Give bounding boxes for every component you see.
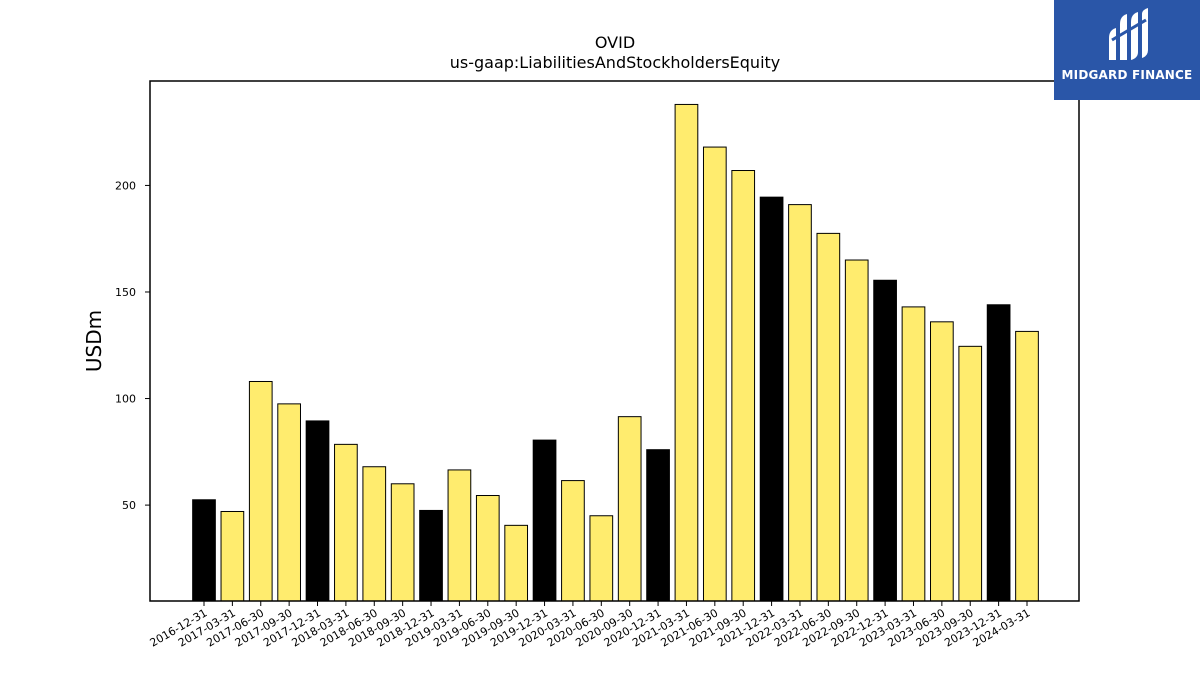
chart-subtitle: us-gaap:LiabilitiesAndStockholdersEquity	[450, 53, 781, 72]
bar-2019-06-30	[475, 495, 500, 602]
bars-group	[192, 103, 1039, 602]
bar-2022-06-30	[816, 232, 841, 602]
bar-2020-12-31	[646, 449, 670, 602]
bar-2023-12-31	[986, 304, 1011, 602]
bar-2017-12-31	[305, 420, 330, 602]
bar-2018-09-30	[390, 483, 415, 602]
midgard-logo-icon	[1109, 8, 1148, 60]
bar-2021-03-31	[674, 103, 699, 602]
y-tick-label: 50	[122, 499, 136, 512]
bar-2018-03-31	[334, 443, 358, 602]
y-tick-label: 100	[115, 393, 136, 406]
y-axis-label: USDm	[82, 310, 106, 372]
bar-2017-03-31	[220, 510, 245, 602]
plot-area-frame	[149, 80, 1080, 602]
x-axis: 2016-12-312017-03-312017-06-302017-09-30…	[148, 601, 1033, 650]
bar-2022-12-31	[873, 279, 897, 602]
bar-2020-09-30	[617, 416, 642, 602]
bar-2018-06-30	[362, 466, 387, 602]
bar-2024-03-31	[1015, 330, 1039, 602]
bar-2022-09-30	[844, 259, 869, 602]
bar-2021-12-31	[759, 196, 784, 602]
bar-2022-03-31	[788, 204, 812, 602]
bar-2017-09-30	[277, 403, 301, 602]
bar-2019-03-31	[447, 469, 472, 602]
bar-2023-03-31	[901, 306, 926, 602]
y-tick-label: 150	[115, 286, 136, 299]
bar-2021-06-30	[702, 146, 727, 602]
chart-title: OVID	[595, 33, 635, 52]
midgard-finance-logo: MIDGARD FINANCE	[1054, 0, 1200, 100]
bar-2023-09-30	[958, 345, 983, 602]
logo-text: MIDGARD FINANCE	[1061, 68, 1193, 82]
bar-2020-06-30	[589, 515, 614, 602]
y-tick-label: 200	[115, 179, 136, 192]
y-axis: 50 100 150 200	[115, 179, 150, 512]
bar-2018-12-31	[419, 509, 443, 602]
bar-2016-12-31	[192, 499, 216, 602]
bar-2019-09-30	[504, 524, 529, 602]
bar-2020-03-31	[561, 480, 585, 602]
bar-2019-12-31	[532, 439, 557, 602]
bar-2021-09-30	[731, 170, 756, 602]
bar-2023-06-30	[930, 321, 954, 602]
bar-2017-06-30	[248, 380, 273, 602]
